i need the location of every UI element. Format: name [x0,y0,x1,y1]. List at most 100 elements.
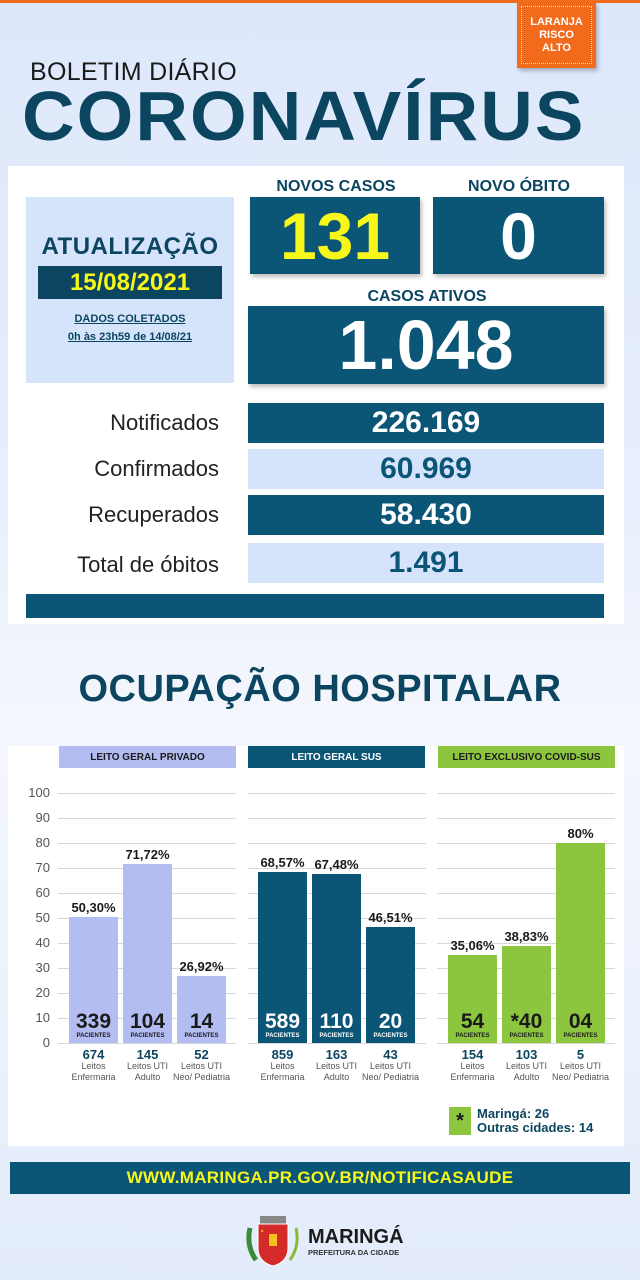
update-date: 15/08/2021 [38,266,222,299]
gridline [437,943,615,944]
bar[interactable] [366,926,415,1043]
bed-category: Leitos UTI Neo/ Pediatria [361,1061,420,1082]
patient-number: 104 [129,1010,166,1033]
asterisk-icon: * [449,1107,471,1135]
group-header-privado: LEITO GERAL PRIVADO [59,746,236,768]
bulletin-subtitle: BOLETIM DIÁRIO [30,58,238,86]
gridline [248,1043,426,1044]
bar[interactable] [258,871,307,1043]
group-header-covid-sus: LEITO EXCLUSIVO COVID-SUS [438,746,615,768]
patient-number: 589 [264,1010,301,1033]
stat-value-obitos: 1.491 [248,543,604,583]
notification-url[interactable]: WWW.MARINGA.PR.GOV.BR/NOTIFICASAUDE [10,1162,630,1194]
gridline [437,818,615,819]
patient-number: 20 [378,1010,403,1033]
gridline [58,843,236,844]
y-axis-tick: 40 [35,935,50,950]
bar[interactable] [556,843,605,1043]
bar[interactable] [69,917,118,1043]
y-axis-tick: 30 [35,960,50,975]
bar-percent-label: 67,48% [314,857,359,873]
patients-label: PACIENTES [373,1033,408,1039]
bar[interactable] [177,975,226,1043]
bed-category: Leitos UTI Neo/ Pediatria [551,1061,610,1082]
bar-percent-label: 35,06% [450,938,495,954]
patient-count: 104 PACIENTES [123,1011,172,1040]
gridline [248,818,426,819]
gridline [248,843,426,844]
gridline [437,918,615,919]
risk-level-badge: LARANJA RISCO ALTO [517,2,596,68]
risk-badge-line-1: LARANJA [530,15,583,28]
patient-count: *40 PACIENTES [502,1011,551,1040]
logo-subtitle: PREFEITURA DA CIDADE [308,1247,400,1257]
y-axis-tick: 70 [35,860,50,875]
patient-count: 54 PACIENTES [448,1011,497,1040]
patient-number: 04 [568,1010,593,1033]
collected-range: 0h às 23h59 de 14/08/21 [67,331,193,343]
gridline [437,793,615,794]
patients-label: PACIENTES [184,1033,219,1039]
patient-count: 20 PACIENTES [366,1011,415,1040]
gridline [58,818,236,819]
bar-percent-label: 80% [567,826,594,841]
bed-category: Leitos Enfermaria [260,1061,305,1082]
gridline [58,793,236,794]
collected-label: DADOS COLETADOS [74,313,186,325]
group-header-sus: LEITO GERAL SUS [248,746,425,768]
bar[interactable] [502,945,551,1043]
patients-label: PACIENTES [265,1033,300,1039]
new-cases-label: NOVOS CASOS [276,178,396,195]
note-lines: Maringá: 26 Outras cidades: 14 [477,1107,593,1135]
patient-count: 110 PACIENTES [312,1011,361,1040]
bed-category: Leitos UTI Adulto [315,1061,357,1082]
bed-number: 52 [194,1047,209,1062]
bar[interactable] [123,863,172,1043]
patients-label: PACIENTES [319,1033,354,1039]
patients-label: PACIENTES [130,1033,165,1039]
patient-count: 339 PACIENTES [69,1011,118,1040]
hospital-section-title: OCUPAÇÃO HOSPITALAR [78,668,562,710]
bar[interactable] [312,874,361,1043]
bar-percent-label: 50,30% [71,900,116,916]
patients-label: PACIENTES [455,1033,490,1039]
risk-badge-text: LARANJA RISCO ALTO [530,16,583,55]
bar[interactable] [448,955,497,1043]
gridline [248,868,426,869]
bed-category: Leitos Enfermaria [450,1061,495,1082]
risk-badge-line-3: ALTO [542,41,571,54]
logo-name: MARINGÁ [308,1225,404,1248]
patients-label: PACIENTES [76,1033,111,1039]
bed-number: 43 [383,1047,398,1062]
note-other-cities: Outras cidades: 14 [477,1120,594,1135]
y-axis-tick: 100 [28,785,50,800]
y-axis-tick: 10 [35,1010,50,1025]
stat-label-obitos: Total de óbitos [77,552,219,577]
top-accent-bar [0,0,640,3]
new-death-value: 0 [433,197,604,274]
badge-dotted-border [521,6,592,64]
new-death-label: NOVO ÓBITO [468,178,570,195]
bed-count: 674 Leitos Enfermaria [63,1048,124,1083]
bed-number: 674 [82,1047,105,1062]
gridline [437,893,615,894]
stat-label-confirmados: Confirmados [94,456,219,481]
summary-footer-bar [26,594,604,618]
patient-number: 14 [189,1010,214,1033]
bed-count: 163 Leitos UTI Adulto [306,1048,367,1083]
gridline [437,843,615,844]
bar-percent-label: 71,72% [125,846,170,862]
y-axis-tick: 20 [35,985,50,1000]
bed-number: 859 [271,1047,294,1062]
bar-percent-label: 26,92% [179,958,224,974]
bed-category: Leitos UTI Adulto [126,1061,168,1082]
update-label: ATUALIZAÇÃO [41,233,219,260]
active-cases-label: CASOS ATIVOS [367,288,487,305]
bar-percent-label: 38,83% [504,928,549,944]
y-axis-tick: 0 [42,1035,50,1050]
bed-count: 43 Leitos UTI Neo/ Pediatria [360,1048,421,1083]
update-panel: ATUALIZAÇÃO 15/08/2021 DADOS COLETADOS 0… [26,197,234,383]
gridline [437,1043,615,1044]
bed-number: 103 [515,1047,538,1062]
y-axis-tick: 60 [35,885,50,900]
